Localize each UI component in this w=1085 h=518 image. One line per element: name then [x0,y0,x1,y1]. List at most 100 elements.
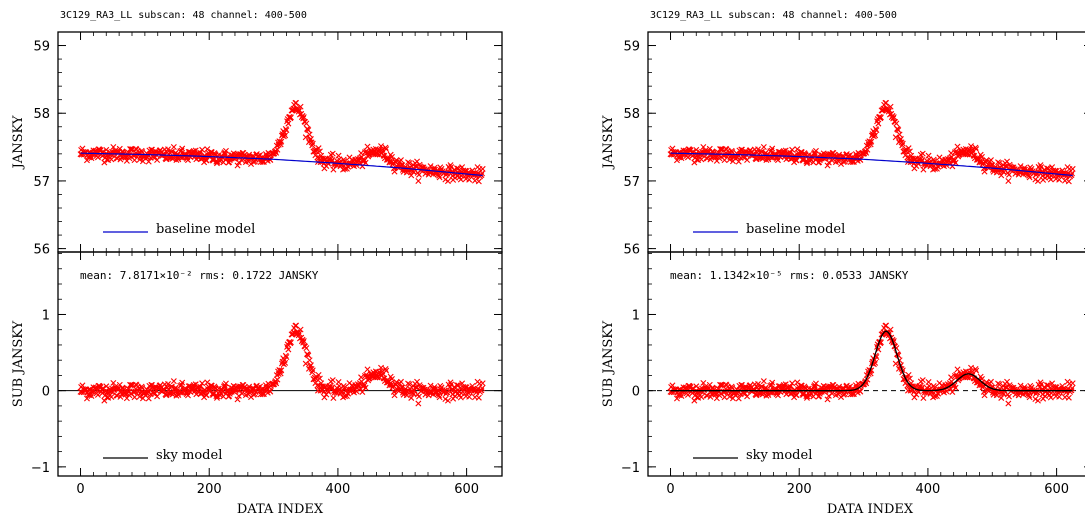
chart1-bottom-point [239,390,246,397]
chart1-top-ytick-label: 59 [33,40,50,55]
chart1-top-point [388,153,395,160]
chart2-top-ytick-label: 59 [623,40,640,55]
chart2-top-point [968,143,975,150]
chart2-top-point [920,166,927,173]
chart2-top-point [998,172,1005,179]
chart1-bottom-point [197,383,204,390]
chart2-top-ytick-label: 58 [623,107,640,122]
chart1-top-point [165,146,172,153]
chart2-top-point [735,158,742,165]
chart2-bottom-point [698,393,705,400]
chart2-bottom-ytick-label: 0 [632,385,640,400]
chart1-bottom-point [397,378,404,385]
chart1-bottom-point [222,380,229,387]
chart1-top-point [220,159,227,166]
chart1-bottom-point [462,384,469,391]
chart2-top-ylabel: JANSKY [601,115,616,170]
chart1-xtick-label: 0 [76,482,84,497]
chart1-legend-baseline-label: baseline model [156,222,255,237]
chart2-legend-model-label: sky model [746,448,812,463]
chart1-bottom-point [309,369,316,376]
chart1-top-point [285,120,292,127]
chart1-bottom-point [329,377,336,384]
chart1-top-point [235,159,242,166]
chart1-bottom-point [234,396,241,403]
chart2-sky-model-line [670,330,1073,392]
chart2-top-point [789,146,796,153]
chart2-top-point [1069,165,1076,172]
chart1-bottom-point [303,345,310,352]
chart1-bottom-point [173,392,180,399]
chart2-top-point [890,115,897,122]
chart1-bottom-point [466,393,473,400]
chart1-top-point [360,156,367,163]
chart1-bottom-point [283,354,290,361]
chart2-top-point [700,144,707,150]
chart1-bottom-point [154,393,161,400]
chart1-top-point [273,149,280,156]
chart2-bottom-point [972,365,979,372]
chart2-bottom-point [769,379,776,386]
chart1-top-point [479,165,486,172]
chart1-bottom-point [179,379,186,386]
chart2-bottom-point [906,375,913,382]
chart2-bottom-point [952,384,959,391]
chart1-bottom-point [235,392,242,399]
chart2-top-point [981,168,988,175]
chart2-bottom-point [810,393,817,400]
chart2-top-point [1065,178,1072,185]
chart2-bottom-ytick-label: −1 [621,461,640,476]
chart2-top-ytick-label: 57 [623,175,640,190]
chart2-bottom-point [949,389,956,396]
chart2-bottom-point [787,383,794,390]
chart1-bottom-point [323,391,330,398]
chart2-top-point [1006,171,1012,178]
chart1-bottom-ytick-label: −1 [31,461,50,476]
chart2-header: 3C129_RA3_LL subscan: 48 channel: 400-50… [650,10,897,21]
chart1-bottom-point [306,357,313,364]
chart2-top-point [1005,178,1012,184]
chart2-top-point [919,150,926,157]
chart1-xtick-label: 600 [454,482,479,497]
chart1-bottom-point [199,380,206,387]
chart2-bottom-point [968,364,975,371]
chart1-top-point [393,157,400,164]
chart2-bottom-ylabel: SUB JANSKY [601,320,616,407]
chart2-bottom-point [919,377,926,384]
chart1-xtick-label: 400 [325,482,350,497]
chart1-bottom-point [220,393,227,400]
chart1-top-point [416,171,422,178]
chart2-top-point [950,156,957,163]
chart1-top-point [282,132,289,139]
chart2-xtick-label: 0 [666,482,674,497]
chart2-xtick-label: 600 [1044,482,1069,497]
chart1-bottom-point [364,366,371,373]
chart1-bottom-point [204,379,211,386]
chart1-xlabel: DATA INDEX [237,502,324,517]
chart1-bottom-point [391,392,398,399]
chart2-top-point [698,156,705,163]
chart2-bottom-point [981,392,988,399]
chart2-top-point [824,162,831,169]
chart1-bottom-point [332,388,339,395]
chart1-top-point [303,120,310,127]
chart2-bottom-point [887,326,894,333]
chart2-top-point [983,157,990,164]
chart2-bottom-point [763,392,770,399]
chart2-baseline-line [670,152,1073,177]
chart1-bottom-point [286,338,293,345]
chart1-bottom-point [479,385,486,392]
chart1-bottom-point [300,339,307,346]
chart1-bottom-point [110,379,117,386]
chart2-top-point [972,144,979,151]
chart2-top-point [905,145,912,152]
chart2-top-point [1032,176,1039,183]
chart1-bottom-point [168,383,175,390]
chart2-bottom-point [973,367,980,374]
chart1-bottom-point [267,388,274,395]
chart1-bottom-point [274,376,281,383]
chart1-baseline-line [80,152,483,177]
chart2-top-point [930,156,937,163]
chart2-bottom-point [744,393,751,400]
chart2-top-point [978,153,985,160]
